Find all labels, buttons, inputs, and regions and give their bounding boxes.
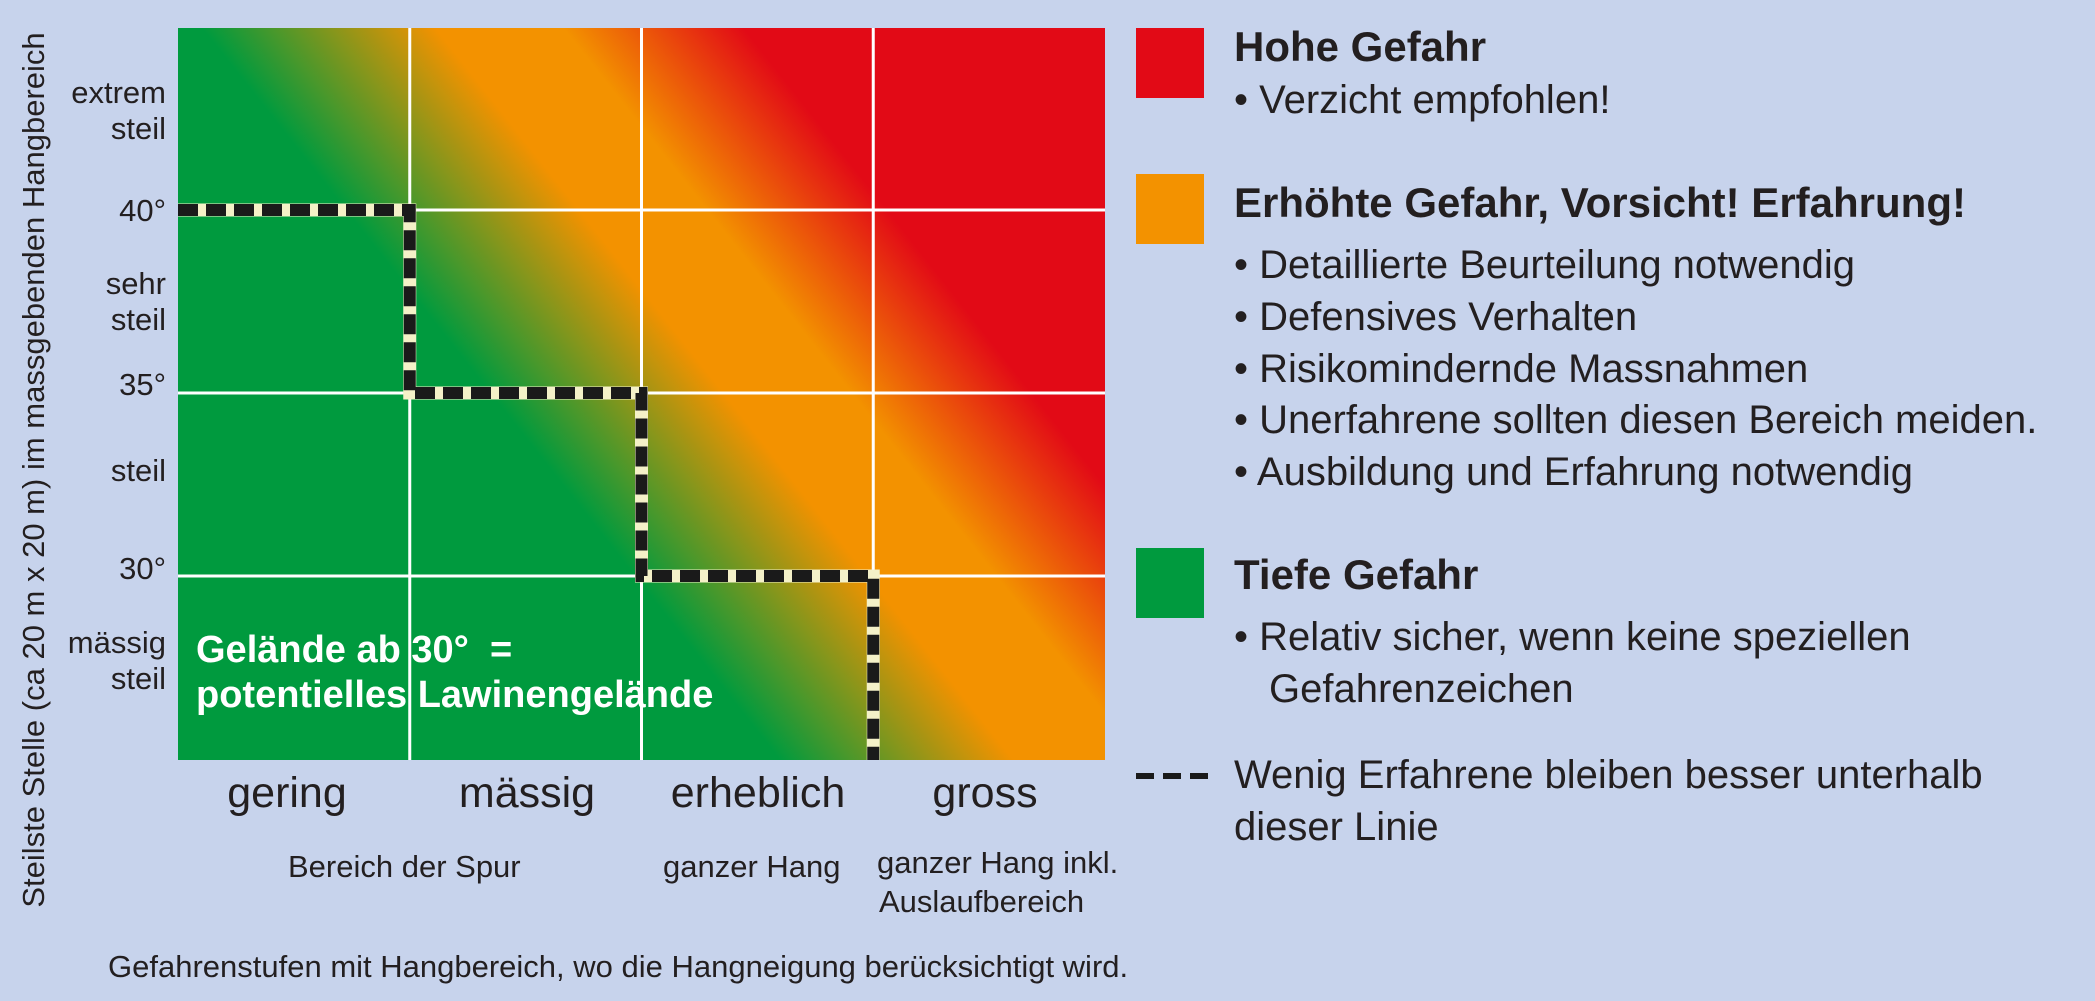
ytick-extrem-2: steil	[110, 111, 166, 146]
legend-swatch-low	[1136, 548, 1204, 618]
ytick-maessig-2: steil	[110, 661, 166, 696]
limit-line	[178, 203, 880, 760]
xsub-auslauf-1: ganzer Hang inkl.	[877, 845, 1119, 880]
legend-swatch-elevated	[1136, 174, 1204, 244]
legend-item-low-1: • Relativ sicher, wenn keine speziellen	[1234, 615, 1911, 659]
xsub-spur: Bereich der Spur	[288, 849, 521, 884]
ytick-steil: steil	[110, 453, 166, 488]
legend-title-elevated: Erhöhte Gefahr, Vorsicht! Erfahrung!	[1234, 179, 1966, 226]
limit-line-path	[178, 204, 880, 760]
xtick-erheblich: erheblich	[670, 769, 846, 817]
ytick-30: 30°	[119, 551, 166, 586]
legend-item-low-2: Gefahrenzeichen	[1269, 667, 1574, 711]
legend-item-elevated-3: • Risikomindernde Massnahmen	[1234, 347, 1809, 391]
legend-title-low: Tiefe Gefahr	[1234, 551, 1479, 598]
ytick-sehr-1: sehr	[105, 266, 166, 301]
legend-item-elevated-5: • Ausbildung und Erfahrung notwendig	[1234, 450, 1913, 494]
legend-swatch-high	[1136, 28, 1204, 98]
legend-title-high: Hohe Gefahr	[1234, 23, 1487, 70]
terrain-annotation: Gelände ab 30° = potentielles Lawinengel…	[196, 629, 714, 716]
legend-item-elevated-1: • Detaillierte Beurteilung notwendig	[1234, 243, 1856, 287]
legend-line-text-1: Wenig Erfahrene bleiben besser unterhalb	[1234, 753, 1983, 797]
xsub-auslauf-2: Auslaufbereich	[879, 884, 1085, 919]
ytick-sehr-2: steil	[110, 302, 166, 337]
xsub-hang: ganzer Hang	[663, 849, 841, 884]
legend-item-elevated-2: • Defensives Verhalten	[1234, 295, 1638, 339]
xtick-maessig: mässig	[458, 769, 596, 817]
legend-item-high-1: • Verzicht empfohlen!	[1234, 78, 1611, 122]
ytick-maessig-1: mässig	[67, 625, 166, 660]
ytick-40: 40°	[119, 193, 166, 228]
xtick-gering: gering	[227, 769, 347, 817]
legend-line-text-2: dieser Linie	[1234, 805, 1439, 849]
figure-caption: Gefahrenstufen mit Hangbereich, wo die H…	[108, 949, 1129, 984]
ytick-35: 35°	[119, 367, 166, 402]
xtick-gross: gross	[932, 769, 1038, 817]
dashed-line-legend-icon	[1136, 773, 1208, 779]
legend-item-elevated-4: • Unerfahrene sollten diesen Bereich mei…	[1234, 398, 2038, 442]
ytick-extrem-1: extrem	[71, 75, 166, 110]
y-tick-labels: extrem steil 40° sehr steil 35° steil 30…	[0, 0, 166, 1001]
